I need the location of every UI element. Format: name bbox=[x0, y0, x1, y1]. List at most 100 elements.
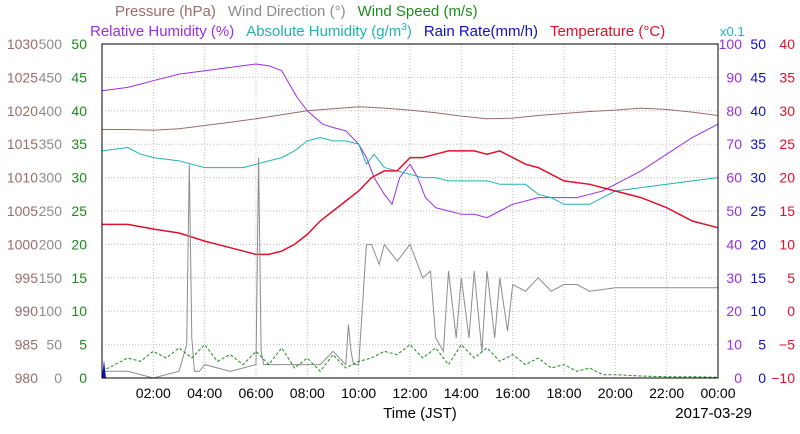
tick-wind_direction: 350 bbox=[39, 136, 63, 152]
tick-pressure: 1010 bbox=[7, 170, 38, 186]
tick-temperature: −5 bbox=[779, 337, 795, 353]
tick-pressure: 985 bbox=[15, 337, 39, 353]
tick-wind_direction: 500 bbox=[39, 36, 63, 52]
tick-temperature: −10 bbox=[771, 370, 795, 386]
grid-lines bbox=[102, 44, 718, 378]
title-row-0: Pressure (hPa) Wind Direction (°) Wind Spe… bbox=[115, 3, 478, 20]
tick-wind_direction: 250 bbox=[39, 203, 63, 219]
tick-pressure: 1025 bbox=[7, 69, 38, 85]
x-tick-label: 02:00 bbox=[136, 385, 171, 401]
tick-wind_direction: 300 bbox=[39, 170, 63, 186]
legend-rain_rate: Rain Rate(mm/h) bbox=[424, 23, 538, 40]
tick-wind_direction: 450 bbox=[39, 69, 63, 85]
series-absolute_humidity bbox=[101, 136, 719, 205]
tick-rain_rate: 0 bbox=[758, 370, 766, 386]
axis-labels: 9809859909951000100510101015102010251030… bbox=[7, 36, 795, 401]
tick-wind_speed: 45 bbox=[71, 69, 87, 85]
x-tick-label: 20:00 bbox=[598, 385, 633, 401]
tick-wind_speed: 25 bbox=[71, 203, 87, 219]
x-tick-label: 06:00 bbox=[238, 385, 273, 401]
rain-rate-mark bbox=[102, 360, 106, 378]
tick-rain_rate: 35 bbox=[750, 136, 766, 152]
tick-temperature: 15 bbox=[779, 203, 795, 219]
tick-rain_rate: 30 bbox=[750, 170, 766, 186]
tick-pressure: 1020 bbox=[7, 103, 38, 119]
legend-absolute_humidity-tail: ) bbox=[407, 23, 412, 40]
legend-absolute_humidity: Absolute Humidity (g/m bbox=[246, 23, 401, 40]
tick-relative_humidity: 50 bbox=[726, 203, 742, 219]
tick-temperature: 5 bbox=[787, 270, 795, 286]
tick-relative_humidity: 20 bbox=[726, 303, 742, 319]
tick-pressure: 1030 bbox=[7, 36, 38, 52]
tick-rain_rate: 15 bbox=[750, 270, 766, 286]
tick-relative_humidity: 0 bbox=[734, 370, 742, 386]
tick-pressure: 990 bbox=[15, 303, 39, 319]
tick-wind_direction: 150 bbox=[39, 270, 63, 286]
tick-wind_direction: 400 bbox=[39, 103, 63, 119]
tick-wind_direction: 100 bbox=[39, 303, 63, 319]
tick-wind_speed: 5 bbox=[79, 337, 87, 353]
tick-pressure: 1005 bbox=[7, 203, 38, 219]
tick-pressure: 1000 bbox=[7, 236, 38, 252]
x-tick-label: 08:00 bbox=[290, 385, 325, 401]
tick-rain_rate: 5 bbox=[758, 337, 766, 353]
tick-temperature: 20 bbox=[779, 170, 795, 186]
x-tick-label: 18:00 bbox=[546, 385, 581, 401]
tick-temperature: 10 bbox=[779, 236, 795, 252]
rain-multiplier-label: x0.1 bbox=[720, 24, 745, 39]
tick-wind_speed: 35 bbox=[71, 136, 87, 152]
x-tick-label: 14:00 bbox=[444, 385, 479, 401]
series-pressure bbox=[102, 106, 719, 131]
tick-relative_humidity: 60 bbox=[726, 170, 742, 186]
series-relative_humidity bbox=[101, 63, 719, 219]
series-lines bbox=[101, 63, 719, 379]
tick-rain_rate: 20 bbox=[750, 236, 766, 252]
tick-pressure: 1015 bbox=[7, 136, 38, 152]
tick-wind_speed: 40 bbox=[71, 103, 87, 119]
legend-pressure: Pressure (hPa) bbox=[115, 3, 216, 20]
x-tick-label: 10:00 bbox=[341, 385, 376, 401]
tick-temperature: 40 bbox=[779, 36, 795, 52]
tick-relative_humidity: 90 bbox=[726, 69, 742, 85]
x-tick-label: 16:00 bbox=[495, 385, 530, 401]
tick-rain_rate: 50 bbox=[750, 36, 766, 52]
series-wind_direction bbox=[102, 157, 718, 379]
legend-wind_speed: Wind Speed (m/s) bbox=[358, 3, 478, 20]
tick-wind_direction: 200 bbox=[39, 236, 63, 252]
series-temperature bbox=[102, 150, 719, 256]
tick-relative_humidity: 80 bbox=[726, 103, 742, 119]
x-tick-label: 12:00 bbox=[392, 385, 427, 401]
date-label: 2017-03-29 bbox=[675, 405, 752, 422]
tick-temperature: 30 bbox=[779, 103, 795, 119]
tick-temperature: 35 bbox=[779, 69, 795, 85]
tick-wind_speed: 30 bbox=[71, 170, 87, 186]
tick-relative_humidity: 40 bbox=[726, 236, 742, 252]
tick-wind_direction: 0 bbox=[54, 370, 62, 386]
tick-rain_rate: 10 bbox=[750, 303, 766, 319]
tick-temperature: 0 bbox=[787, 303, 795, 319]
tick-relative_humidity: 70 bbox=[726, 136, 742, 152]
x-tick-label: 00:00 bbox=[700, 385, 735, 401]
tick-temperature: 25 bbox=[779, 136, 795, 152]
title-row-1: Relative Humidity (%) Absolute Humidity (… bbox=[90, 22, 665, 40]
tick-pressure: 995 bbox=[15, 270, 39, 286]
legend-absolute_humidity-sup: 3 bbox=[401, 22, 407, 33]
legend-wind_direction: Wind Direction (°) bbox=[228, 3, 346, 20]
legend-temperature: Temperature (°C) bbox=[550, 23, 665, 40]
tick-wind_speed: 15 bbox=[71, 270, 87, 286]
series-wind_speed bbox=[101, 343, 719, 378]
plot-frame bbox=[101, 43, 719, 379]
x-tick-label: 04:00 bbox=[187, 385, 222, 401]
tick-wind_direction: 50 bbox=[46, 337, 62, 353]
tick-relative_humidity: 100 bbox=[719, 36, 743, 52]
tick-rain_rate: 40 bbox=[750, 103, 766, 119]
x-axis-label: Time (JST) bbox=[383, 405, 457, 422]
chart-title-legend: Pressure (hPa) Wind Direction (°) Wind Spe… bbox=[90, 3, 665, 40]
tick-wind_speed: 10 bbox=[71, 303, 87, 319]
tick-relative_humidity: 10 bbox=[726, 337, 742, 353]
tick-wind_speed: 20 bbox=[71, 236, 87, 252]
legend-relative_humidity: Relative Humidity (%) bbox=[90, 23, 234, 40]
tick-wind_speed: 50 bbox=[71, 36, 87, 52]
tick-pressure: 980 bbox=[15, 370, 39, 386]
